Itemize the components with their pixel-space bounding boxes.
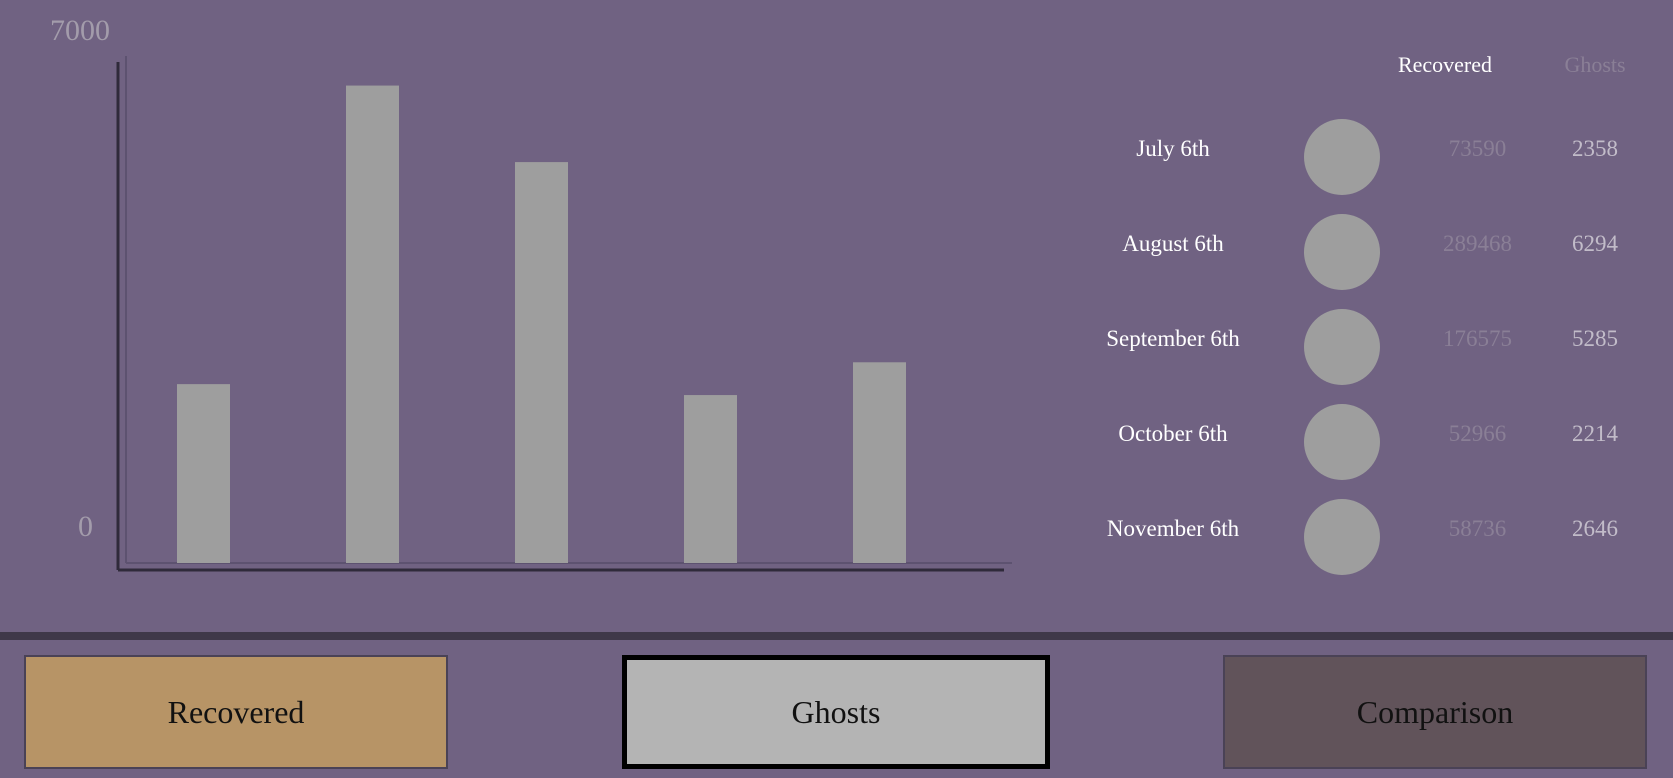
recovered-button[interactable]: Recovered bbox=[24, 655, 448, 769]
row-circle-marker bbox=[1304, 309, 1380, 385]
bar-chart: 7000 0 bbox=[0, 0, 1020, 620]
table-row: October 6th 52966 2214 bbox=[0, 404, 1673, 501]
row-date: November 6th bbox=[1106, 516, 1240, 541]
bar-october-6th bbox=[684, 395, 737, 563]
ghosts-button[interactable]: Ghosts bbox=[622, 655, 1050, 769]
row-date: July 6th bbox=[1136, 136, 1210, 161]
table-row: July 6th 73590 2358 bbox=[0, 119, 1673, 216]
row-date: October 6th bbox=[1118, 421, 1228, 446]
y-tick-label-min: 0 bbox=[78, 510, 93, 543]
header-ghosts: Ghosts bbox=[1564, 52, 1626, 77]
bar-november-6th bbox=[853, 362, 906, 563]
row-recovered-value: 52966 bbox=[1448, 421, 1507, 446]
bar-august-6th bbox=[346, 85, 399, 563]
y-tick-label-max: 7000 bbox=[50, 14, 110, 47]
table-row: August 6th 289468 6294 bbox=[0, 214, 1673, 311]
row-recovered-value: 176575 bbox=[1443, 326, 1512, 351]
bar-september-6th bbox=[515, 162, 568, 563]
row-circle-marker bbox=[1304, 214, 1380, 290]
row-circle-marker bbox=[1304, 499, 1380, 575]
row-circle-marker bbox=[1304, 119, 1380, 195]
comparison-button[interactable]: Comparison bbox=[1223, 655, 1647, 769]
row-date: August 6th bbox=[1122, 231, 1224, 256]
table-row: November 6th 58736 2646 bbox=[0, 499, 1673, 596]
bar-july-6th bbox=[177, 384, 230, 563]
row-recovered-value: 73590 bbox=[1448, 136, 1507, 161]
header-recovered: Recovered bbox=[1397, 52, 1493, 77]
section-divider bbox=[0, 632, 1673, 640]
row-circle-marker bbox=[1304, 404, 1380, 480]
row-recovered-value: 58736 bbox=[1448, 516, 1507, 541]
row-ghosts-value: 6294 bbox=[1572, 231, 1618, 256]
row-ghosts-value: 2358 bbox=[1572, 136, 1618, 161]
row-ghosts-value: 5285 bbox=[1572, 326, 1618, 351]
row-ghosts-value: 2646 bbox=[1572, 516, 1618, 541]
chart-plot bbox=[116, 56, 1012, 572]
row-date: September 6th bbox=[1106, 326, 1240, 351]
row-recovered-value: 289468 bbox=[1443, 231, 1512, 256]
table-row: September 6th 176575 5285 bbox=[0, 309, 1673, 406]
row-ghosts-value: 2214 bbox=[1572, 421, 1618, 446]
